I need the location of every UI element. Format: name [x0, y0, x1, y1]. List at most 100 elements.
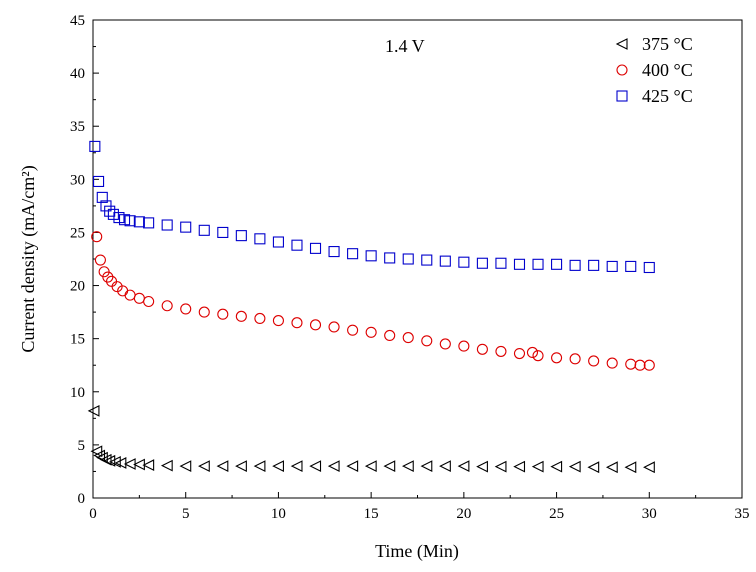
x-tick-label: 20 — [456, 506, 471, 522]
data-point — [550, 460, 563, 473]
data-point — [532, 258, 544, 270]
y-axis-ticks: 0 5 10 15 20 25 30 35 40 45 — [70, 13, 99, 507]
data-point — [568, 460, 581, 473]
data-point — [551, 352, 563, 364]
x-tick-label: 35 — [735, 506, 750, 522]
data-point — [133, 216, 145, 228]
x-tick-label: 15 — [364, 506, 379, 522]
data-point — [113, 212, 125, 224]
y-tick-label: 40 — [70, 66, 85, 82]
data-point — [104, 205, 116, 217]
data-point — [624, 461, 637, 474]
series-3 — [89, 140, 655, 274]
data-point — [309, 460, 322, 473]
data-point — [142, 459, 155, 471]
data-point — [161, 219, 173, 231]
y-tick-label: 0 — [78, 491, 86, 507]
x-tick-label: 30 — [642, 506, 657, 522]
data-point — [588, 355, 600, 367]
data-point — [272, 315, 284, 327]
data-point — [384, 252, 396, 264]
data-point — [291, 317, 303, 329]
data-point — [439, 338, 451, 350]
data-point — [254, 312, 266, 325]
data-point — [217, 308, 229, 320]
data-point — [513, 460, 526, 473]
data-point — [103, 454, 116, 467]
data-point — [476, 460, 488, 473]
data-point — [643, 261, 655, 274]
x-tick-label: 5 — [182, 506, 190, 522]
data-point — [401, 460, 414, 473]
data-point — [476, 343, 488, 355]
data-point — [309, 319, 322, 331]
legend-label: 375 °C — [642, 34, 693, 54]
data-point — [458, 256, 470, 268]
data-point — [160, 459, 173, 472]
y-tick-label: 20 — [70, 279, 85, 295]
data-point — [569, 353, 581, 365]
data-point — [94, 254, 106, 266]
data-point — [494, 460, 507, 473]
data-point — [625, 358, 637, 370]
y-tick-label: 15 — [70, 332, 85, 348]
data-point — [606, 357, 618, 369]
data-point — [180, 221, 192, 233]
data-point — [198, 460, 210, 473]
data-point — [105, 275, 118, 287]
y-tick-label: 25 — [70, 225, 85, 241]
data-point — [587, 461, 600, 474]
data-point — [124, 289, 136, 301]
data-point — [124, 215, 136, 227]
data-point — [634, 359, 646, 371]
x-axis-label: Time (Min) — [375, 541, 459, 562]
data-point — [93, 449, 106, 462]
data-point — [513, 347, 526, 360]
data-point — [402, 253, 414, 265]
data-point — [365, 326, 377, 338]
legend-label: 425 °C — [642, 86, 693, 106]
series-layer — [87, 140, 655, 474]
data-point — [133, 292, 145, 304]
data-point — [495, 345, 507, 357]
data-point — [291, 239, 303, 251]
x-tick-label: 10 — [271, 506, 286, 522]
data-point — [346, 460, 359, 473]
data-point — [235, 310, 247, 322]
data-point — [123, 458, 136, 470]
data-point — [161, 300, 173, 312]
data-point — [254, 233, 266, 245]
data-point — [235, 460, 247, 473]
data-point — [179, 460, 192, 473]
data-point — [133, 458, 145, 471]
data-point — [458, 340, 470, 352]
data-point — [365, 250, 377, 262]
y-tick-label: 45 — [70, 13, 85, 29]
y-tick-label: 10 — [70, 385, 85, 401]
data-point — [606, 260, 618, 272]
data-point — [235, 230, 247, 242]
data-point — [114, 457, 127, 469]
y-tick-label: 5 — [78, 438, 86, 454]
data-point — [457, 460, 470, 473]
data-point — [198, 306, 210, 318]
legend-marker — [615, 38, 628, 50]
data-point — [384, 329, 396, 342]
data-point — [328, 321, 340, 333]
data-point — [551, 258, 563, 270]
data-point — [531, 460, 544, 473]
y-tick-label: 35 — [70, 119, 85, 135]
data-point — [93, 175, 105, 188]
data-point — [569, 259, 581, 271]
data-point — [198, 224, 210, 236]
data-point — [439, 255, 451, 267]
y-axis-label: Current density (mA/cm²) — [18, 165, 39, 352]
data-point — [216, 460, 229, 473]
data-point — [89, 140, 101, 152]
data-point — [439, 460, 451, 473]
data-point — [327, 460, 340, 473]
data-point — [383, 460, 396, 473]
data-point — [476, 257, 488, 269]
data-point — [588, 259, 600, 271]
